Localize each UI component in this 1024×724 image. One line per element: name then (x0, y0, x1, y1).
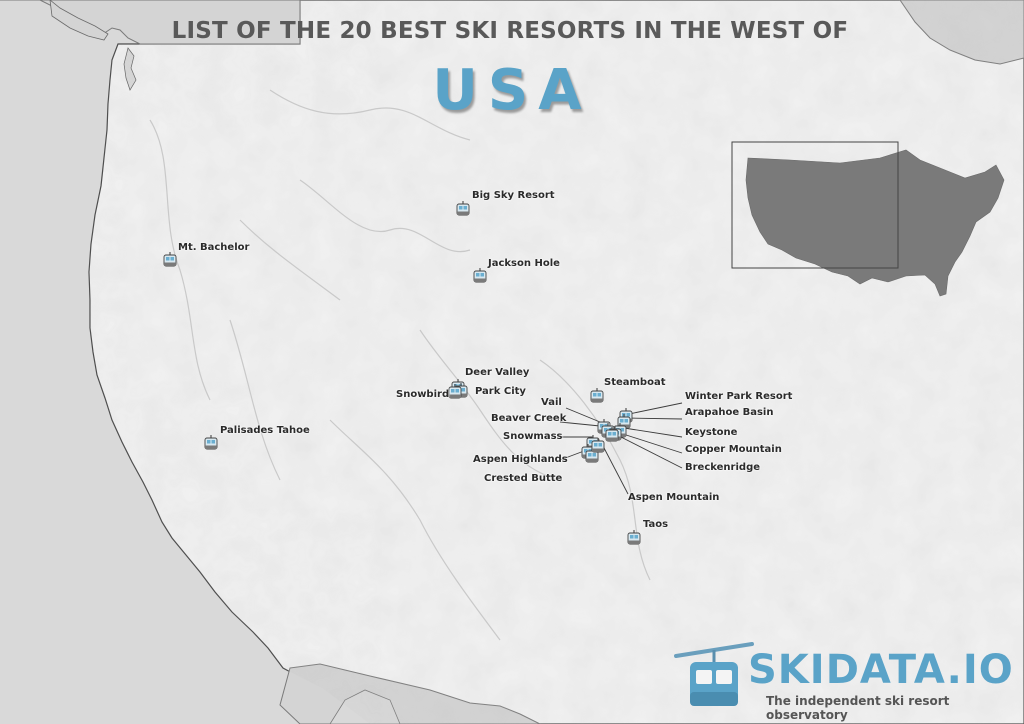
label-jackson-hole: Jackson Hole (488, 258, 560, 269)
map-title: LIST OF THE 20 BEST SKI RESORTS IN THE W… (171, 18, 849, 44)
label-keystone: Keystone (685, 427, 738, 438)
gondola-cabin-icon (204, 435, 218, 450)
label-palisades-tahoe: Palisades Tahoe (220, 425, 310, 436)
gondola-cabin-icon (590, 388, 604, 403)
label-aspen-highlands: Aspen Highlands (473, 454, 568, 465)
gondola-cabin-icon (456, 201, 470, 216)
logo-wordmark: SKIDATA.IO (748, 647, 1014, 693)
label-winter-park-resort: Winter Park Resort (685, 391, 793, 402)
label-aspen-mountain: Aspen Mountain (628, 492, 720, 503)
label-deer-valley: Deer Valley (465, 367, 530, 378)
gondola-cabin-icon (605, 427, 619, 442)
resort-markers (163, 201, 641, 545)
vancouver-island (49, 0, 109, 41)
label-snowbird: Snowbird (396, 389, 450, 400)
usa-inset-map (731, 141, 1005, 297)
gondola-cabin-icon (163, 252, 177, 267)
label-park-city: Park City (475, 386, 526, 397)
gondola-logo-icon (674, 642, 754, 706)
label-arapahoe-basin: Arapahoe Basin (685, 407, 774, 418)
label-breckenridge: Breckenridge (685, 462, 761, 473)
inset-frame (731, 141, 899, 269)
gondola-cabin-icon (473, 268, 487, 283)
label-taos: Taos (643, 519, 669, 530)
label-copper-mountain: Copper Mountain (685, 444, 782, 455)
gondola-cabin-icon (627, 530, 641, 545)
gondola-cabin-icon (448, 384, 462, 399)
label-beaver-creek: Beaver Creek (491, 413, 567, 424)
label-mt-bachelor: Mt. Bachelor (178, 242, 250, 253)
label-crested-butte: Crested Butte (484, 473, 563, 484)
label-big-sky-resort: Big Sky Resort (472, 190, 555, 201)
label-vail: Vail (541, 397, 562, 408)
gondola-cabin-icon (591, 438, 605, 453)
usa-inset-shape (745, 149, 1005, 297)
logo-tagline: The independent ski resort observatory (766, 694, 950, 722)
label-steamboat: Steamboat (604, 377, 666, 388)
map-title-country: USA (432, 58, 592, 123)
label-snowmass: Snowmass (503, 431, 563, 442)
